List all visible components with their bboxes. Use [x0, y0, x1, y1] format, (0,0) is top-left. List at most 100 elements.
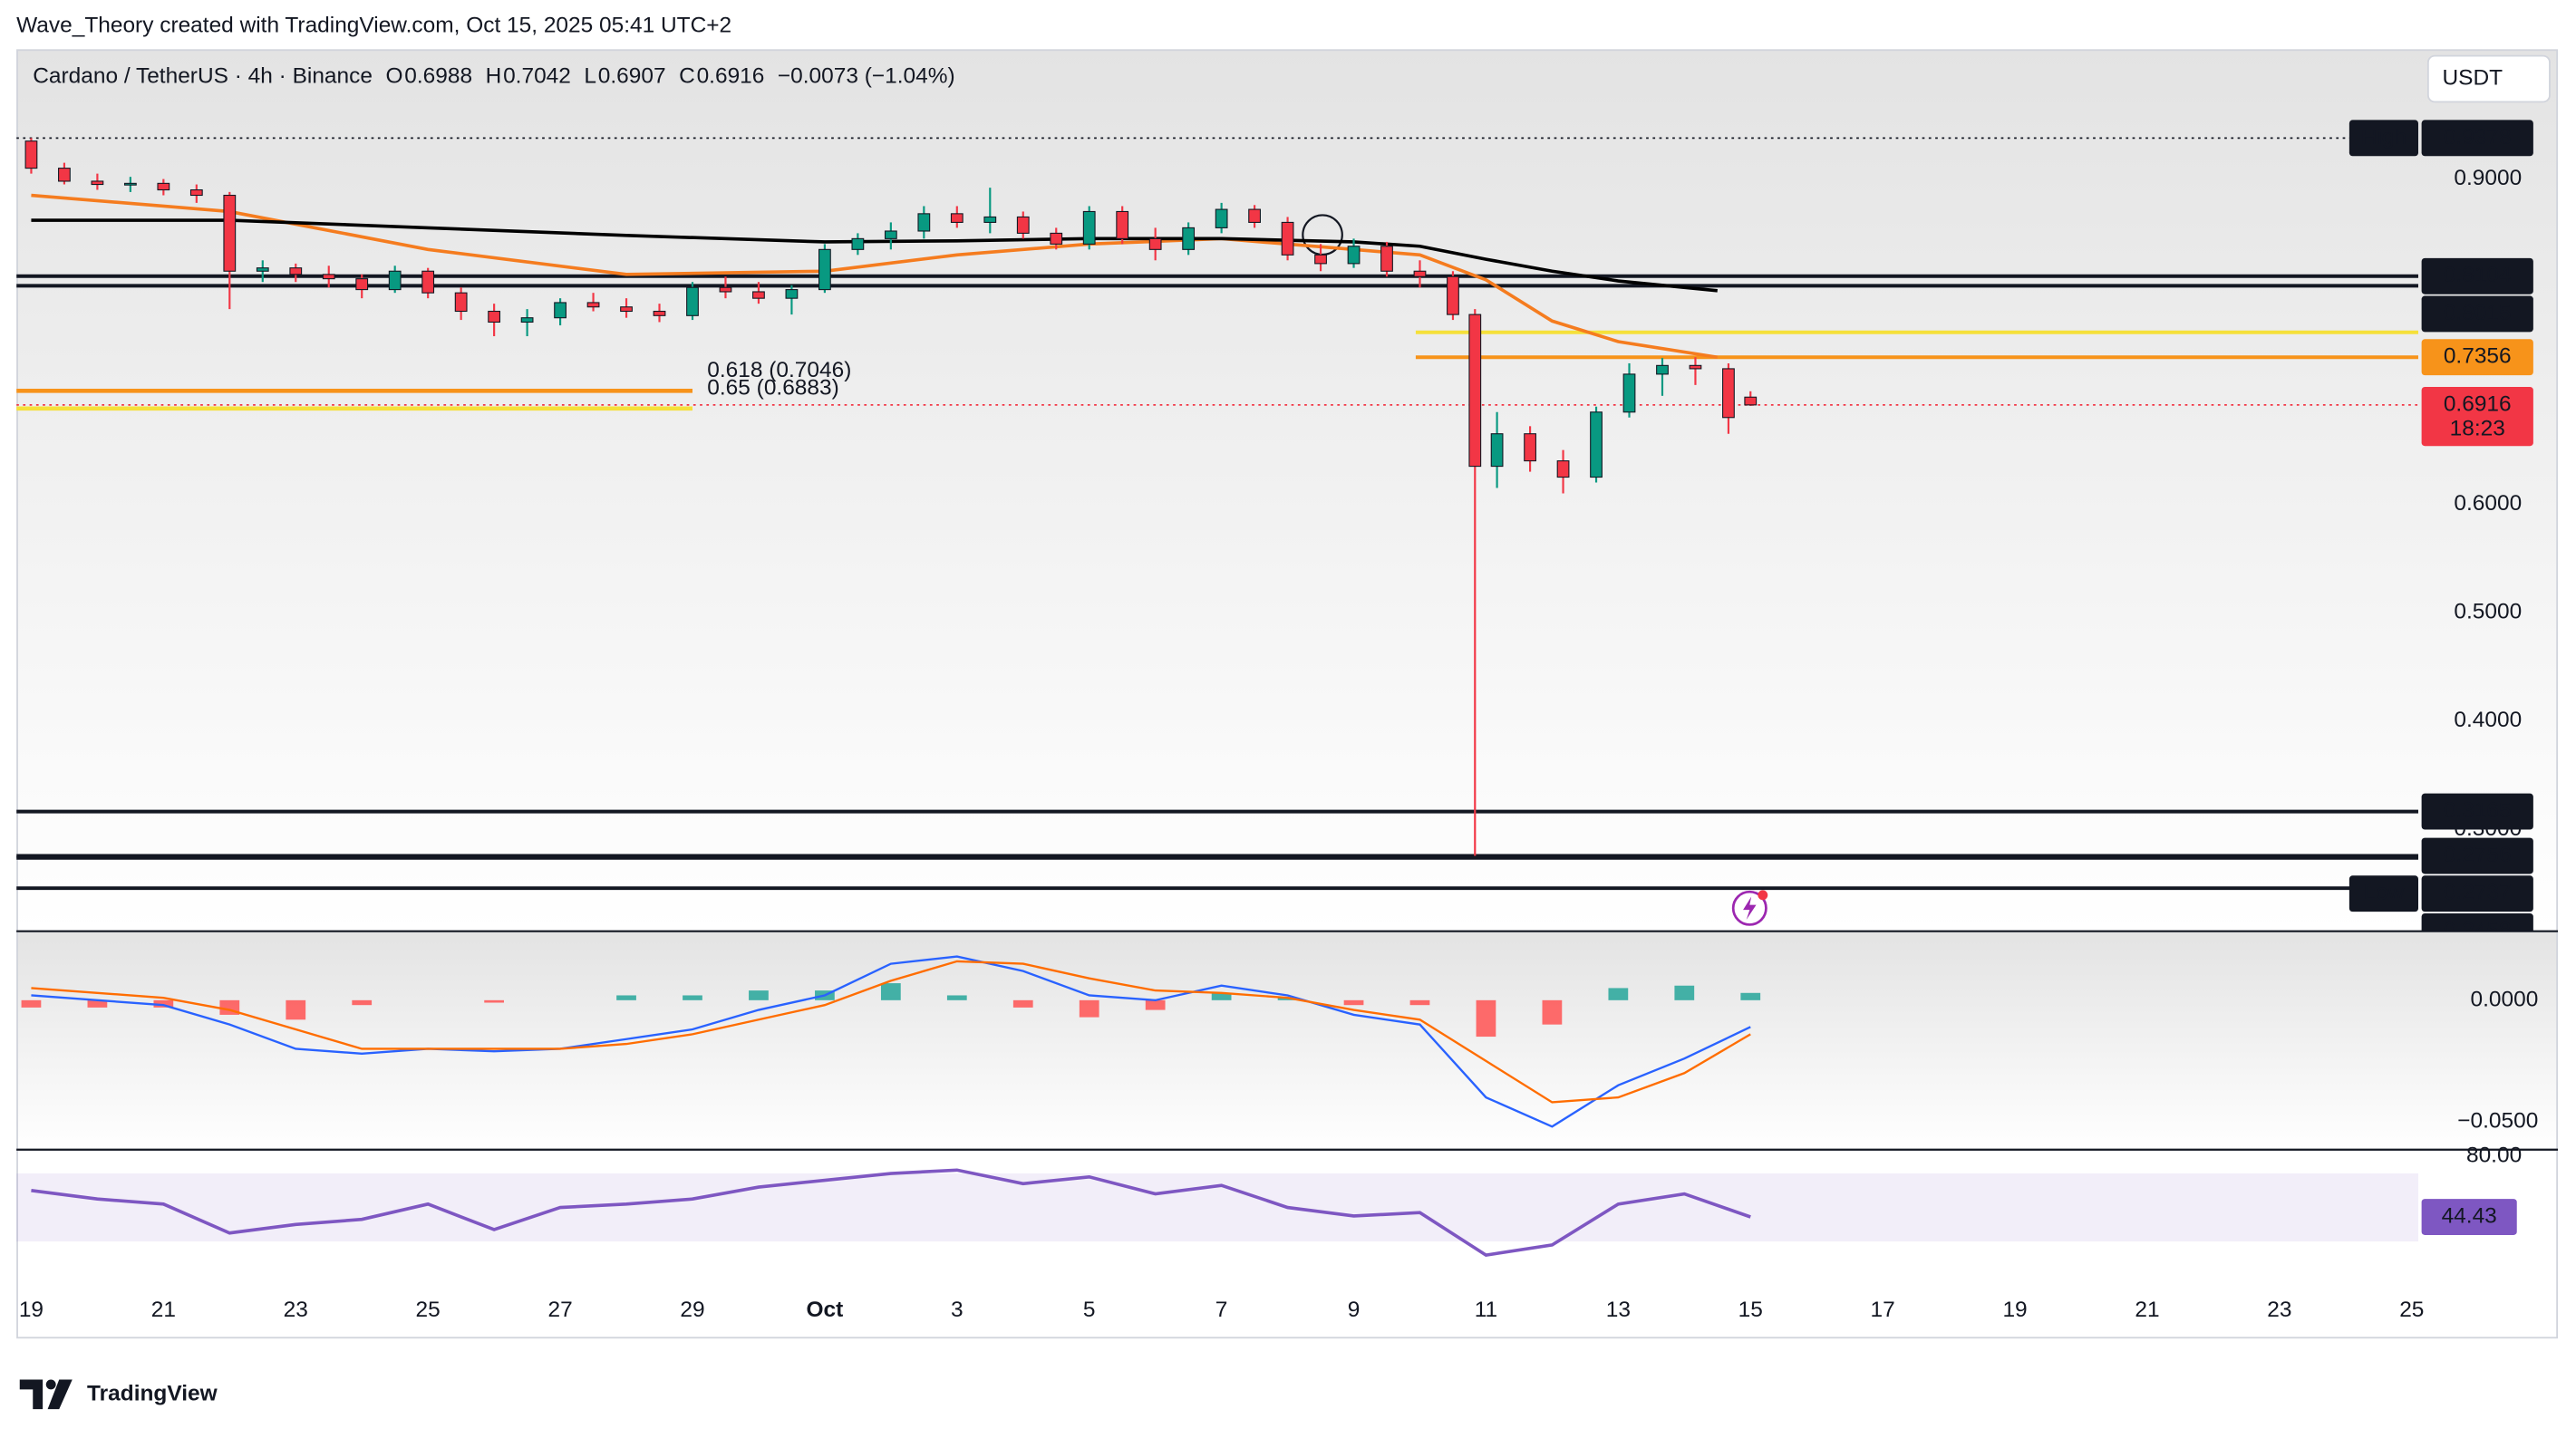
candle-body	[620, 306, 633, 313]
x-tick-label: 25	[2399, 1298, 2424, 1322]
price-label: 0.8104	[2444, 263, 2512, 287]
macd-histogram-bar	[1277, 998, 1298, 1000]
x-tick-label: Oct	[807, 1298, 844, 1322]
candle-body	[388, 270, 402, 291]
candle-body	[1744, 396, 1758, 406]
price-label-box	[2421, 257, 2533, 294]
candle-body	[1148, 237, 1162, 250]
macd-histogram-bar	[1674, 985, 1695, 1000]
x-tick-label: 3	[951, 1298, 964, 1322]
candle-body	[322, 274, 335, 280]
macd-histogram-bar	[1740, 992, 1761, 1000]
candle-body	[686, 286, 699, 316]
price-label: 0.2737	[2444, 881, 2512, 905]
macd-histogram-bar	[1211, 992, 1232, 1000]
x-tick-label: 9	[1348, 1298, 1361, 1322]
candle-body	[586, 302, 600, 308]
macd-histogram-bar	[946, 995, 967, 1000]
price-label-box	[2421, 837, 2533, 874]
macd-histogram-bar	[484, 999, 505, 1003]
price-pane-bg	[16, 49, 2559, 932]
fib-label: 0.618 (0.7046)	[707, 358, 851, 382]
candle-body	[752, 291, 765, 299]
macd-histogram-bar	[1476, 999, 1496, 1038]
price-label: 0.9378	[2444, 125, 2512, 150]
x-tick-label: 27	[547, 1298, 572, 1322]
price-label: 0.2458	[2444, 918, 2512, 942]
x-tick-label: 29	[680, 1298, 704, 1322]
x-tick-label: 13	[1606, 1298, 1631, 1322]
candle-body	[785, 289, 799, 299]
candle-body	[983, 216, 997, 223]
candle-body	[1082, 210, 1096, 245]
legend-text: Cardano / TetherUS · 4h · Binance	[33, 64, 373, 89]
candle-body	[1722, 368, 1735, 419]
candle-body	[157, 182, 170, 191]
price-tag-box	[2348, 120, 2418, 157]
macd-histogram-bar	[21, 999, 42, 1008]
price-label: 0.2756	[2444, 843, 2512, 867]
macd-histogram-bar	[1409, 999, 1430, 1006]
candle-body	[1490, 433, 1504, 468]
macd-histogram-bar	[616, 995, 636, 1000]
y-tick-label: 0.5000	[2454, 600, 2522, 624]
candle-body	[653, 310, 666, 316]
y-tick-label: 0.9000	[2454, 166, 2522, 190]
x-tick-label: 21	[151, 1298, 176, 1322]
currency-button[interactable]	[2426, 54, 2551, 103]
x-tick-label: 21	[2135, 1298, 2159, 1322]
x-tick-label: 23	[284, 1298, 308, 1322]
macd-histogram-bar	[153, 999, 174, 1008]
candle-body	[884, 230, 897, 239]
price-label: 0.3165	[2444, 798, 2512, 823]
candle-body	[123, 182, 137, 186]
legend-text: O	[385, 64, 402, 89]
macd-histogram-bar	[87, 999, 108, 1008]
rsi-band	[16, 1173, 2418, 1242]
candle-body	[1656, 364, 1669, 375]
macd-histogram-bar	[1079, 999, 1099, 1018]
candle-body	[1447, 275, 1459, 315]
macd-histogram-bar	[1012, 999, 1033, 1008]
macd-pane-bg	[16, 931, 2559, 1150]
candle-body	[488, 310, 501, 323]
candle-body	[1590, 411, 1603, 478]
y-tick-label: 0.6000	[2454, 491, 2522, 516]
macd-histogram-bar	[1608, 988, 1629, 1000]
x-tick-label: 23	[2267, 1298, 2291, 1322]
chart-frame	[16, 49, 2559, 1339]
legend-text: 0.7042	[503, 64, 571, 89]
candle-body	[421, 270, 435, 294]
legend-text: 0.6916	[697, 64, 765, 89]
candle-body	[818, 248, 831, 291]
price-label: 0.7356	[2444, 344, 2512, 369]
legend-text: L	[584, 64, 596, 89]
candle-body	[1380, 246, 1393, 272]
candle-body	[24, 140, 38, 169]
x-tick-label: 11	[1475, 1298, 1497, 1322]
currency-label[interactable]: USDT	[2443, 65, 2503, 90]
x-tick-label: 19	[2002, 1298, 2027, 1322]
x-tick-label: 19	[19, 1298, 44, 1322]
macd-histogram-bar	[352, 999, 373, 1006]
candle-body	[91, 180, 104, 186]
price-label-box	[2421, 339, 2533, 376]
candle-body	[1622, 373, 1636, 413]
legend-text: 0.6907	[598, 64, 666, 89]
candle-body	[1281, 221, 1294, 256]
candle-body	[719, 286, 732, 293]
candle-body	[1468, 314, 1482, 468]
price-label-box	[2421, 386, 2533, 447]
price-label-box	[2421, 875, 2533, 912]
rsi-pane-bg	[16, 1149, 2559, 1339]
candle-body	[189, 188, 203, 197]
legend-text: C	[679, 64, 695, 89]
candle-body	[1689, 364, 1702, 370]
x-tick-label: 17	[1871, 1298, 1895, 1322]
candle-body	[1116, 210, 1129, 239]
fib-label: 0.65 (0.6883)	[707, 376, 838, 401]
candle-body	[1182, 227, 1196, 250]
candle-body	[917, 213, 931, 232]
x-tick-label: 5	[1083, 1298, 1096, 1322]
